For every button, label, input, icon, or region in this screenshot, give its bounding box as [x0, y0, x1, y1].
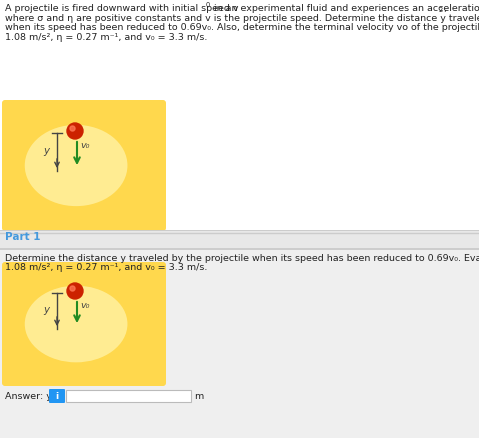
Text: y: y — [43, 304, 49, 314]
Text: Part 1: Part 1 — [5, 231, 41, 241]
Text: Answer: y =: Answer: y = — [5, 392, 63, 401]
Ellipse shape — [25, 126, 127, 207]
Circle shape — [67, 283, 83, 299]
FancyBboxPatch shape — [2, 101, 166, 231]
Circle shape — [70, 127, 75, 132]
Text: i: i — [56, 392, 58, 401]
Text: m: m — [194, 392, 203, 401]
FancyBboxPatch shape — [66, 390, 191, 402]
Text: v₀: v₀ — [80, 300, 90, 309]
Bar — [0, 230, 479, 248]
Bar — [0, 233, 479, 438]
Text: y: y — [43, 146, 49, 155]
Text: 0: 0 — [206, 2, 210, 8]
Text: in an experimental fluid and experiences an acceleration a = σ - ηv: in an experimental fluid and experiences… — [211, 4, 479, 13]
Ellipse shape — [25, 286, 127, 363]
Text: Determine the distance y traveled by the projectile when its speed has been redu: Determine the distance y traveled by the… — [5, 254, 479, 262]
Text: A projectile is fired downward with initial speed v: A projectile is fired downward with init… — [5, 4, 239, 13]
Bar — [0, 0, 479, 233]
Text: 1.08 m/s², η = 0.27 m⁻¹, and v₀ = 3.3 m/s.: 1.08 m/s², η = 0.27 m⁻¹, and v₀ = 3.3 m/… — [5, 32, 207, 42]
Text: where σ and η are positive constants and v is the projectile speed. Determine th: where σ and η are positive constants and… — [5, 14, 479, 22]
Text: 2: 2 — [439, 7, 443, 13]
FancyBboxPatch shape — [49, 389, 65, 403]
Text: 1.08 m/s², η = 0.27 m⁻¹, and v₀ = 3.3 m/s.: 1.08 m/s², η = 0.27 m⁻¹, and v₀ = 3.3 m/… — [5, 263, 207, 272]
Text: v₀: v₀ — [80, 141, 90, 150]
Text: ,: , — [443, 4, 446, 13]
Text: when its speed has been reduced to 0.69v₀. Also, determine the terminal velocity: when its speed has been reduced to 0.69v… — [5, 23, 479, 32]
Circle shape — [67, 124, 83, 140]
Circle shape — [70, 286, 75, 291]
FancyBboxPatch shape — [2, 262, 166, 386]
